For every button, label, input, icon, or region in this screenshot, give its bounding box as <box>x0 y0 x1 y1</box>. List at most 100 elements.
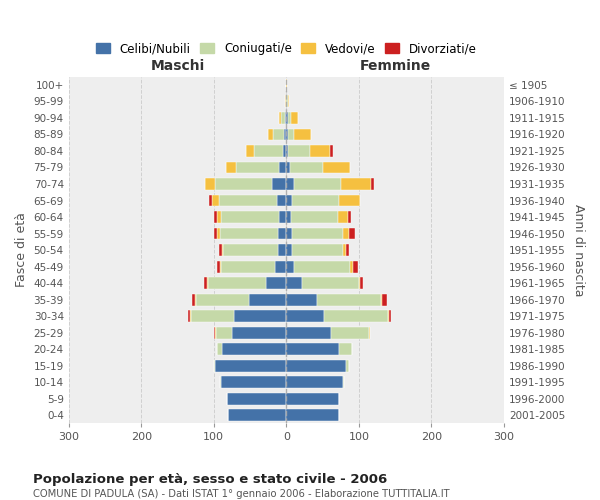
Bar <box>286 410 338 421</box>
Bar <box>388 310 389 322</box>
Bar <box>191 310 234 322</box>
Bar <box>286 112 288 124</box>
Bar <box>228 410 286 421</box>
Bar <box>195 294 196 306</box>
Bar <box>286 228 292 239</box>
Bar <box>286 145 288 157</box>
Text: COMUNE DI PADULA (SA) - Dati ISTAT 1° gennaio 2006 - Elaborazione TUTTITALIA.IT: COMUNE DI PADULA (SA) - Dati ISTAT 1° ge… <box>33 489 449 499</box>
Bar <box>331 326 369 338</box>
Bar <box>323 162 350 173</box>
Bar <box>248 294 286 306</box>
Bar <box>223 343 286 355</box>
Bar <box>286 211 290 223</box>
Bar <box>272 178 286 190</box>
Text: Popolazione per età, sesso e stato civile - 2006: Popolazione per età, sesso e stato civil… <box>33 472 387 486</box>
Bar <box>216 326 232 338</box>
Bar <box>389 310 391 322</box>
Bar <box>220 376 221 388</box>
Bar <box>286 178 293 190</box>
Bar <box>217 211 221 223</box>
Bar <box>380 294 382 306</box>
Bar <box>343 228 349 239</box>
Bar <box>286 79 287 91</box>
Bar <box>286 343 338 355</box>
Bar <box>217 343 223 355</box>
Bar <box>278 244 286 256</box>
Bar <box>286 96 288 108</box>
Bar <box>236 162 279 173</box>
Bar <box>214 326 215 338</box>
Bar <box>220 228 278 239</box>
Text: Femmine: Femmine <box>359 60 431 74</box>
Bar <box>343 376 344 388</box>
Bar <box>190 310 191 322</box>
Bar <box>254 145 283 157</box>
Bar <box>217 260 220 272</box>
Bar <box>288 145 310 157</box>
Bar <box>222 244 223 256</box>
Bar <box>227 393 286 404</box>
Bar <box>215 360 286 372</box>
Bar <box>212 194 219 206</box>
Bar <box>359 277 361 289</box>
Bar <box>279 162 286 173</box>
Bar <box>348 211 351 223</box>
Bar <box>279 211 286 223</box>
Bar <box>369 326 370 338</box>
Bar <box>275 260 286 272</box>
Bar <box>268 128 273 140</box>
Bar <box>192 294 195 306</box>
Bar <box>286 294 317 306</box>
Bar <box>292 194 339 206</box>
Bar <box>209 194 212 206</box>
Bar <box>277 194 286 206</box>
Bar <box>205 277 207 289</box>
Y-axis label: Fasce di età: Fasce di età <box>15 212 28 288</box>
Bar <box>292 228 343 239</box>
Bar <box>273 128 284 140</box>
Bar <box>208 277 266 289</box>
Bar <box>217 228 220 239</box>
Bar <box>278 228 286 239</box>
Bar <box>279 112 281 124</box>
Bar <box>221 260 275 272</box>
Bar <box>341 178 371 190</box>
Bar <box>338 343 352 355</box>
Bar <box>266 277 286 289</box>
Bar <box>350 260 353 272</box>
Bar <box>286 376 343 388</box>
Bar <box>288 112 292 124</box>
Bar <box>286 277 302 289</box>
Bar <box>371 178 374 190</box>
Text: Maschi: Maschi <box>151 60 205 74</box>
Bar <box>207 277 208 289</box>
Bar <box>353 260 358 272</box>
Bar <box>205 178 215 190</box>
Bar <box>286 162 290 173</box>
Bar <box>343 244 346 256</box>
Bar <box>361 277 363 289</box>
Bar <box>247 145 254 157</box>
Bar <box>292 112 298 124</box>
Bar <box>221 211 279 223</box>
Bar <box>232 326 286 338</box>
Bar <box>286 244 292 256</box>
Bar <box>234 310 286 322</box>
Bar <box>288 128 293 140</box>
Bar <box>196 294 248 306</box>
Bar <box>292 244 343 256</box>
Bar <box>286 326 331 338</box>
Bar <box>214 360 215 372</box>
Bar <box>215 178 272 190</box>
Bar <box>286 128 288 140</box>
Bar <box>293 178 341 190</box>
Bar <box>293 260 350 272</box>
Bar <box>286 360 346 372</box>
Legend: Celibi/Nubili, Coniugati/e, Vedovi/e, Divorziati/e: Celibi/Nubili, Coniugati/e, Vedovi/e, Di… <box>92 38 481 60</box>
Bar <box>221 376 286 388</box>
Bar <box>286 194 292 206</box>
Bar <box>302 277 359 289</box>
Bar <box>382 294 387 306</box>
Bar <box>288 96 289 108</box>
Bar <box>223 244 278 256</box>
